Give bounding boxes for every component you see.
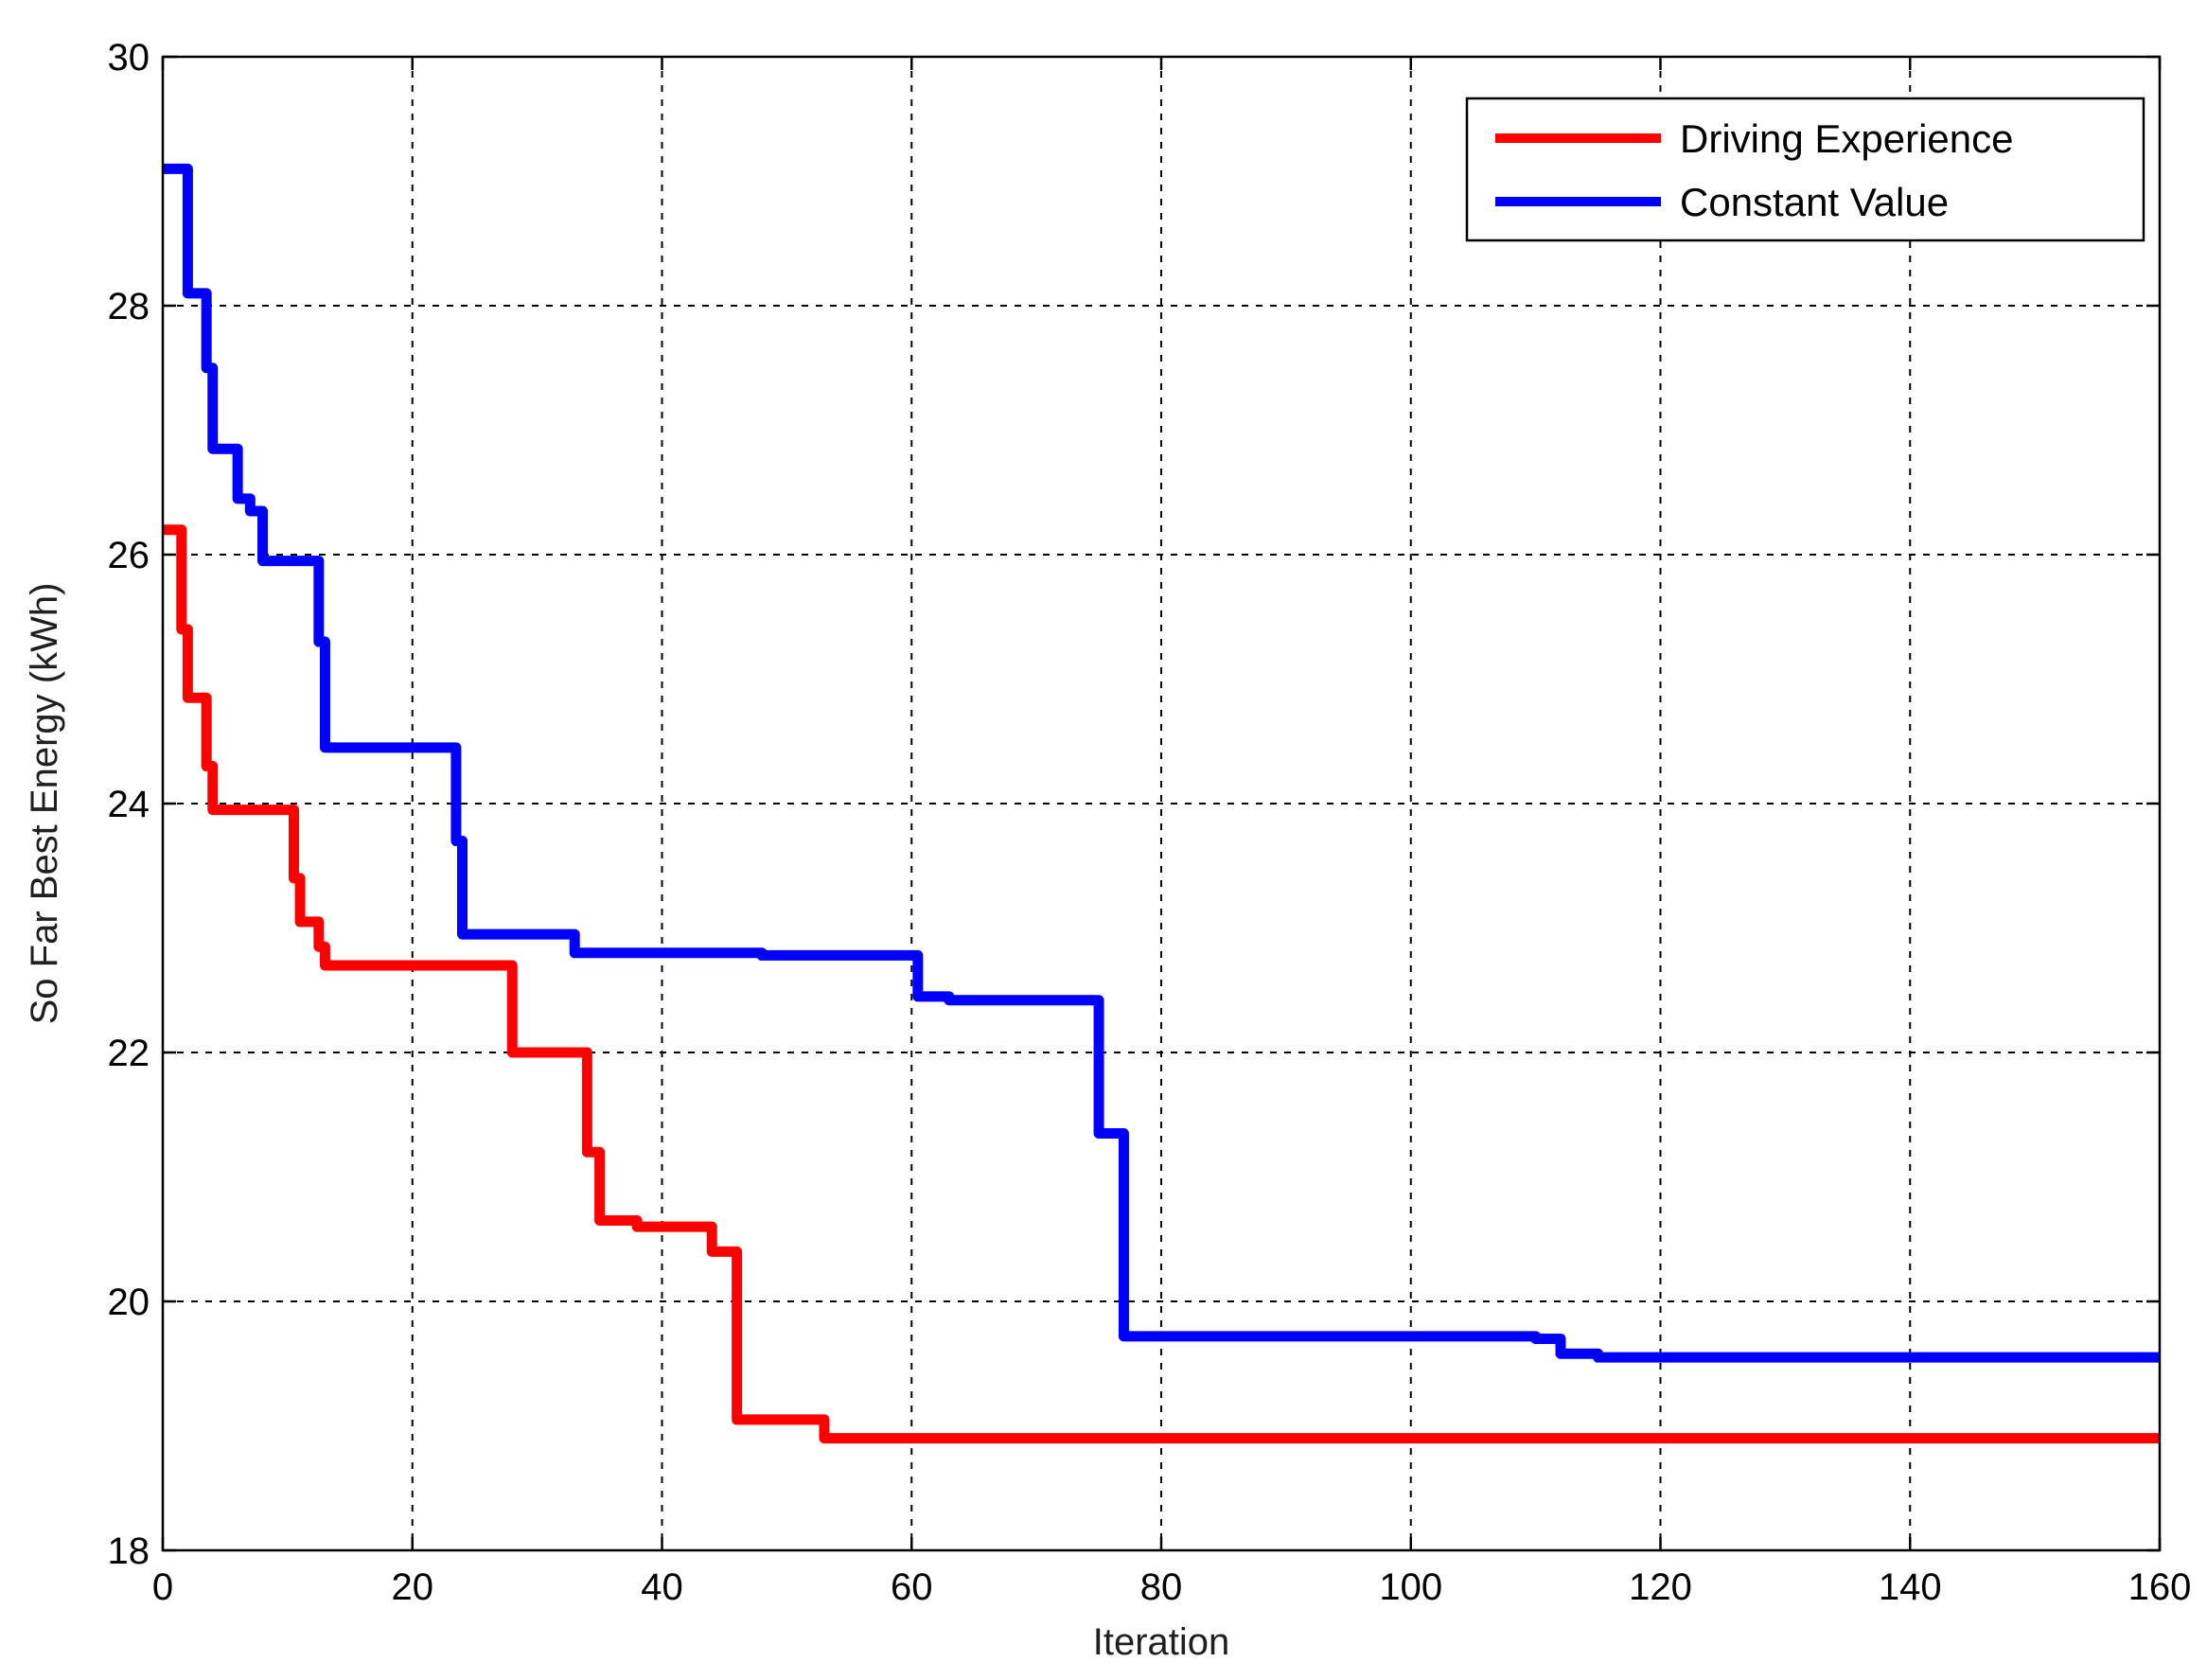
- x-tick-label-6: 120: [1629, 1566, 1692, 1608]
- x-tick-label-2: 40: [641, 1566, 683, 1608]
- y-tick-label-0: 18: [108, 1530, 150, 1572]
- y-tick-label-6: 30: [108, 37, 150, 79]
- legend-label-constant-value: Constant Value: [1680, 180, 1949, 224]
- series-layer: [163, 163, 2160, 1444]
- series-line-driving-experience: [163, 524, 2160, 1444]
- ticks: [161, 55, 2162, 1552]
- y-tick-label-5: 28: [108, 286, 150, 327]
- y-tick-label-1: 20: [108, 1282, 150, 1323]
- legend: Driving Experience Constant Value: [1465, 97, 2145, 242]
- series-line-constant-value: [163, 163, 2160, 1363]
- y-tick-label-4: 26: [108, 535, 150, 576]
- x-tick-label-7: 140: [1879, 1566, 1942, 1608]
- x-tick-labels: 0 20 40 60 80 100 120 140 160: [152, 1566, 2192, 1608]
- y-axis-label: So Far Best Energy (kWh): [24, 583, 65, 1025]
- x-tick-label-4: 80: [1140, 1566, 1183, 1608]
- x-tick-label-3: 60: [891, 1566, 933, 1608]
- y-tick-labels: 18 20 22 24 26 28 30: [108, 37, 150, 1572]
- x-tick-label-5: 100: [1379, 1566, 1442, 1608]
- grid: [163, 57, 2160, 1550]
- y-tick-label-2: 22: [108, 1033, 150, 1074]
- x-tick-label-8: 160: [2128, 1566, 2192, 1608]
- x-tick-label-1: 20: [392, 1566, 434, 1608]
- legend-label-driving-experience: Driving Experience: [1680, 116, 2014, 161]
- x-tick-label-0: 0: [152, 1566, 173, 1608]
- legend-box: [1465, 97, 2145, 242]
- y-tick-label-3: 24: [108, 784, 150, 825]
- x-axis-label: Iteration: [1093, 1621, 1230, 1663]
